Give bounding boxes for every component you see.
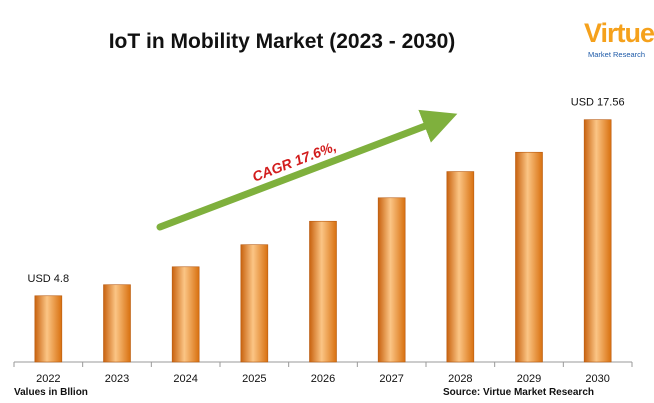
cagr-trend-arrow — [156, 109, 458, 231]
x-tick-label: 2030 — [585, 373, 609, 385]
x-tick-label: 2029 — [517, 373, 541, 385]
units-note: Values in Bllion — [14, 387, 88, 398]
bar-2023 — [103, 284, 131, 363]
virtue-logo: Virtue Market Research — [576, 8, 654, 66]
x-tick-label: 2025 — [242, 373, 266, 385]
x-tick-label: 2022 — [36, 373, 60, 385]
logo-wordmark: Virtue — [584, 18, 654, 48]
bar-2028 — [446, 171, 475, 363]
data-label-first: USD 4.8 — [28, 273, 70, 285]
bar-2022 — [34, 295, 63, 363]
bar-2026 — [309, 220, 337, 363]
bar-2025 — [240, 244, 269, 363]
x-tick-label: 2028 — [448, 373, 472, 385]
bar-2030 — [583, 119, 612, 363]
x-tick-label: 2026 — [311, 373, 335, 385]
data-label-last: USD 17.56 — [571, 97, 625, 109]
bar-2029 — [515, 151, 543, 363]
x-tick-label: 2027 — [379, 373, 403, 385]
logo-subtitle: Market Research — [588, 50, 646, 59]
chart-title: IoT in Mobility Market (2023 - 2030) — [108, 30, 456, 53]
bar-2027 — [377, 197, 406, 363]
source-note: Source: Virtue Market Research — [443, 387, 594, 398]
bar-2024 — [171, 266, 200, 363]
x-tick-label: 2024 — [173, 373, 197, 385]
x-tick-label: 2023 — [105, 373, 129, 385]
